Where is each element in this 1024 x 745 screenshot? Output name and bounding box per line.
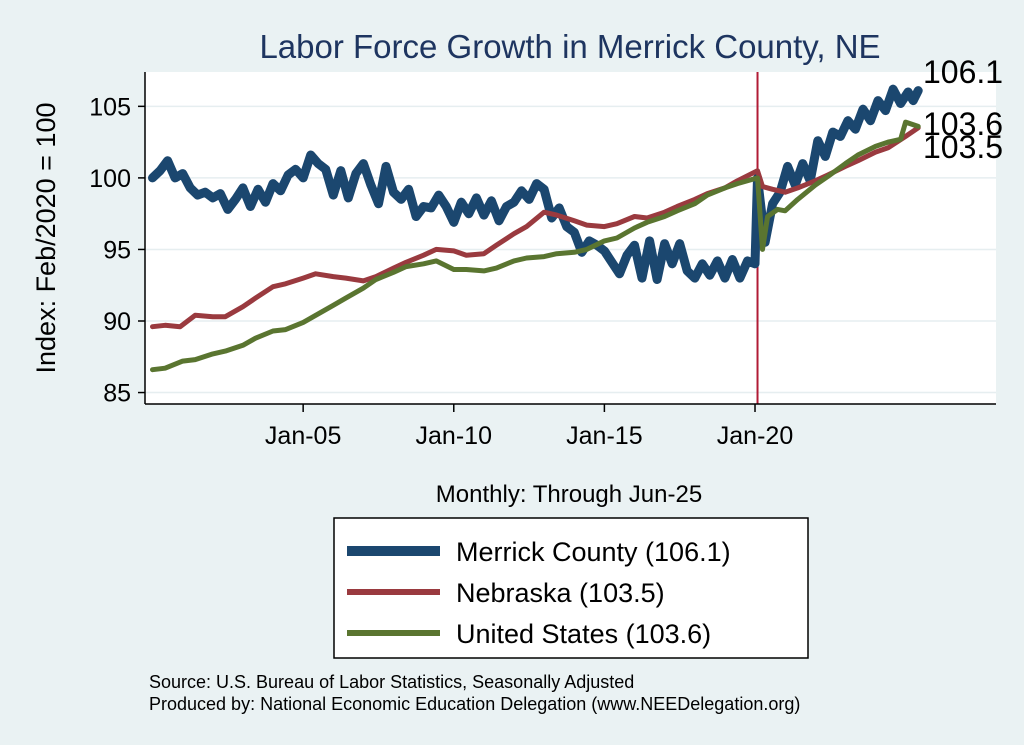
legend-label-2: Nebraska (103.5)	[456, 578, 665, 608]
end-label-1: 106.1	[923, 54, 1003, 90]
y-tick-label: 85	[103, 380, 131, 408]
x-axis-label: Monthly: Through Jun-25	[436, 481, 702, 508]
x-ticks: Jan-05 Jan-10 Jan-15 Jan-20	[265, 404, 793, 450]
legend-label-1: Merrick County (106.1)	[456, 537, 731, 567]
series-line-2	[150, 125, 921, 330]
y-axis-label: Index: Feb/2020 = 100	[31, 103, 61, 374]
chart-title: Labor Force Growth in Merrick County, NE	[259, 28, 880, 65]
x-tick-label: Jan-20	[717, 422, 793, 450]
x-tick-label: Jan-05	[265, 422, 341, 450]
end-label-2: 103.5	[923, 129, 1003, 165]
series-layer	[148, 84, 923, 373]
legend-label-3: United States (103.6)	[456, 619, 711, 649]
source-note: Source: U.S. Bureau of Labor Statistics,…	[149, 672, 634, 692]
y-tick-label: 95	[103, 236, 131, 264]
legend: Merrick County (106.1) Nebraska (103.5) Un…	[347, 537, 731, 649]
series-line-1	[148, 84, 923, 284]
x-tick-label: Jan-15	[566, 422, 642, 450]
x-tick-label: Jan-10	[416, 422, 492, 450]
producer-note: Produced by: National Economic Education…	[149, 694, 800, 714]
y-ticks: 85 90 95 100 105	[89, 93, 145, 408]
y-tick-label: 105	[89, 93, 131, 121]
y-tick-label: 90	[103, 308, 131, 336]
series-line-3	[150, 119, 921, 373]
end-label-3: 103.6	[923, 106, 1003, 142]
y-tick-label: 100	[89, 165, 131, 193]
